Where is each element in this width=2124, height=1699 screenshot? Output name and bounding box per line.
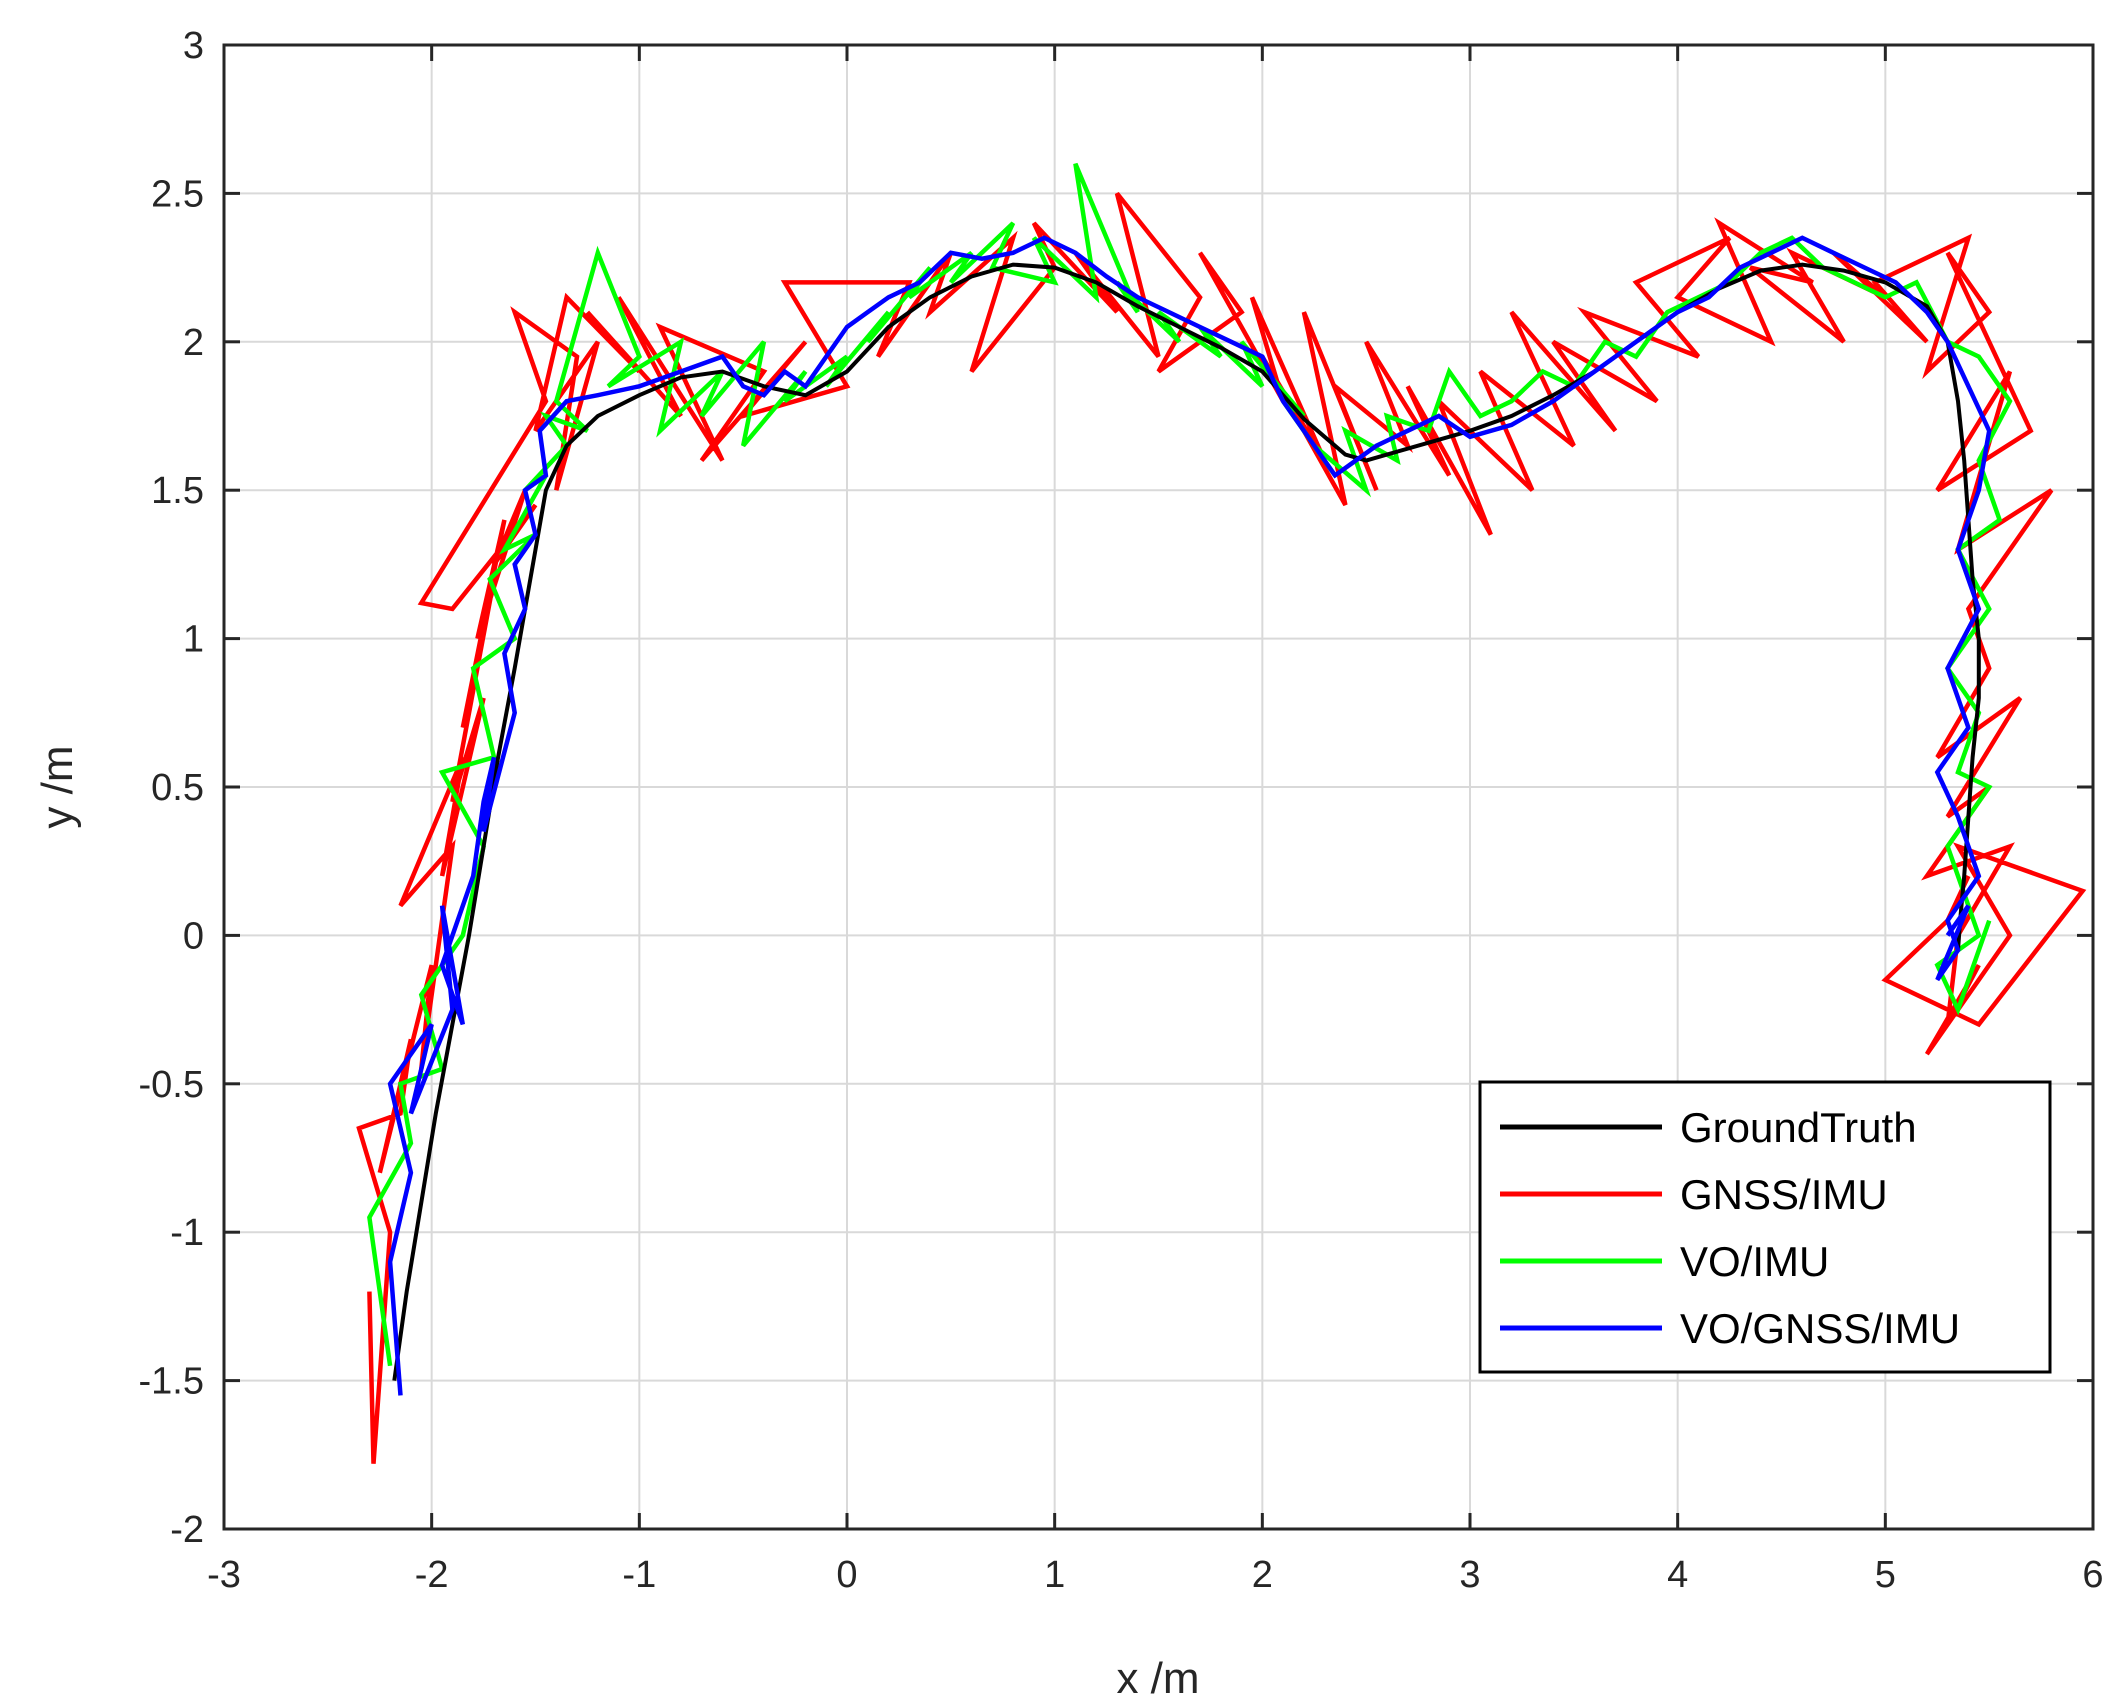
legend-label: VO/IMU (1680, 1238, 1829, 1285)
x-tick-labels: -3 -2 -1 0 1 2 3 4 5 6 (207, 1554, 2103, 1596)
y-tick-label: 3 (183, 25, 204, 67)
y-tick-label: 2 (183, 322, 204, 364)
legend: GroundTruth GNSS/IMU VO/IMU VO/GNSS/IMU (1478, 1080, 2052, 1374)
y-axis-label: y /m (33, 745, 82, 828)
legend-box (1478, 1080, 2052, 1374)
series-line-vo-gnss-imu (387, 235, 1992, 1396)
y-tick-label: -0.5 (139, 1064, 204, 1106)
x-tick-label: 0 (836, 1554, 857, 1596)
y-tick-label: -1 (170, 1212, 204, 1254)
x-tick-label: -3 (207, 1554, 241, 1596)
axis-ticks (222, 43, 2095, 1531)
series-line-groundtruth (392, 262, 1981, 1381)
legend-label: GNSS/IMU (1680, 1171, 1888, 1218)
y-tick-label: 0 (183, 915, 204, 957)
x-tick-label: 3 (1459, 1554, 1480, 1596)
y-tick-label: 1 (183, 619, 204, 661)
x-tick-label: 2 (1252, 1554, 1273, 1596)
y-tick-label: -1.5 (139, 1361, 204, 1403)
x-axis-label: x /m (1116, 1654, 1199, 1699)
y-tick-label: 2.5 (151, 173, 204, 215)
x-tick-label: 5 (1875, 1554, 1896, 1596)
y-tick-labels: -2 -1.5 -1 -0.5 0 0.5 1 1.5 2 2.5 3 (139, 25, 204, 1551)
x-tick-label: 6 (2082, 1554, 2103, 1596)
x-tick-label: 4 (1667, 1554, 1688, 1596)
legend-label: VO/GNSS/IMU (1680, 1305, 1960, 1352)
series-layer (356, 162, 2087, 1464)
y-tick-label: 0.5 (151, 767, 204, 809)
x-tick-label: -1 (622, 1554, 656, 1596)
y-tick-label: 1.5 (151, 470, 204, 512)
x-tick-label: -2 (415, 1554, 449, 1596)
x-tick-label: 1 (1044, 1554, 1065, 1596)
legend-label: GroundTruth (1680, 1104, 1917, 1151)
y-tick-label: -2 (170, 1509, 204, 1551)
